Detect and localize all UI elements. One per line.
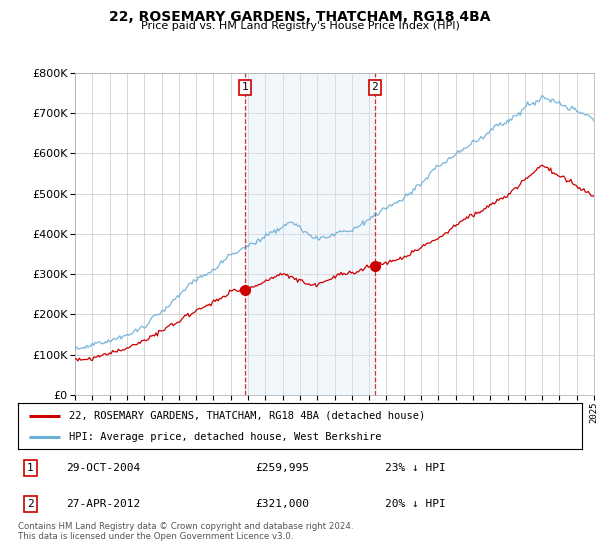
Text: 29-OCT-2004: 29-OCT-2004 bbox=[66, 463, 140, 473]
Text: 2: 2 bbox=[371, 82, 378, 92]
Text: £259,995: £259,995 bbox=[255, 463, 309, 473]
Text: 20% ↓ HPI: 20% ↓ HPI bbox=[385, 499, 445, 509]
Text: HPI: Average price, detached house, West Berkshire: HPI: Average price, detached house, West… bbox=[69, 432, 381, 442]
Text: Contains HM Land Registry data © Crown copyright and database right 2024.
This d: Contains HM Land Registry data © Crown c… bbox=[18, 522, 353, 542]
Text: 22, ROSEMARY GARDENS, THATCHAM, RG18 4BA (detached house): 22, ROSEMARY GARDENS, THATCHAM, RG18 4BA… bbox=[69, 410, 425, 421]
Text: 23% ↓ HPI: 23% ↓ HPI bbox=[385, 463, 445, 473]
Text: 27-APR-2012: 27-APR-2012 bbox=[66, 499, 140, 509]
Bar bbox=[245, 73, 375, 395]
Text: 2: 2 bbox=[27, 499, 34, 509]
Text: £321,000: £321,000 bbox=[255, 499, 309, 509]
Text: Price paid vs. HM Land Registry's House Price Index (HPI): Price paid vs. HM Land Registry's House … bbox=[140, 21, 460, 31]
Text: 1: 1 bbox=[27, 463, 34, 473]
Text: 22, ROSEMARY GARDENS, THATCHAM, RG18 4BA: 22, ROSEMARY GARDENS, THATCHAM, RG18 4BA bbox=[109, 10, 491, 24]
Text: 1: 1 bbox=[242, 82, 248, 92]
